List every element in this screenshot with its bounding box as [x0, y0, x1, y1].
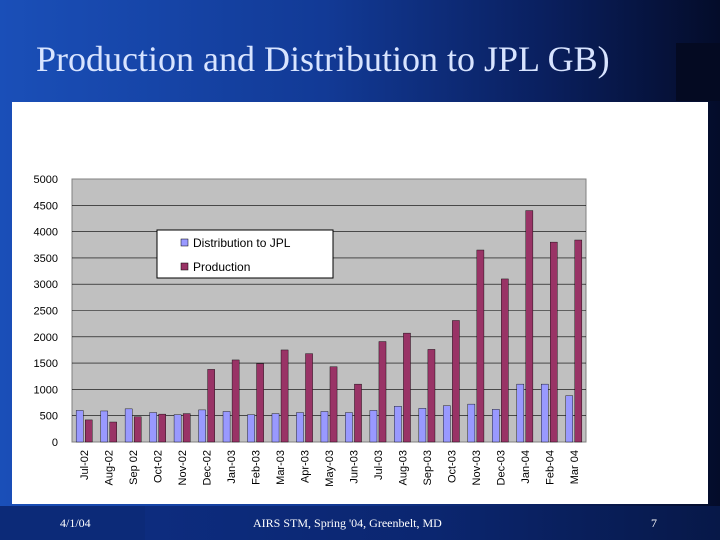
x-tick-label: Jun-03	[348, 450, 360, 484]
y-tick-label: 3000	[34, 279, 58, 291]
title-bar-accent	[676, 43, 720, 101]
bar-distribution	[247, 414, 255, 443]
bar-distribution	[271, 413, 280, 443]
x-tick-label: Sep 02	[128, 450, 140, 485]
bar-distribution	[541, 383, 549, 443]
bar-production	[207, 369, 215, 443]
bar-chart: 0 500 1000 1500 2000 2500 3000 3500 4000 4500 5000…	[34, 174, 587, 487]
y-tick-label: 2000	[34, 332, 58, 344]
bar-production	[574, 239, 583, 443]
bar-distribution	[565, 395, 573, 443]
bar-distribution	[222, 411, 231, 443]
bar-distribution	[75, 410, 84, 443]
bar-distribution	[345, 412, 353, 443]
y-tick-label: 1000	[34, 384, 58, 396]
x-tick-label: Feb-03	[251, 450, 263, 485]
footer-left-block	[0, 506, 145, 540]
bar-distribution	[394, 406, 402, 443]
x-tick-label: Aug-02	[104, 450, 116, 485]
bar-production	[427, 349, 436, 443]
legend-box	[156, 229, 334, 279]
bar-production	[231, 359, 240, 443]
bar-production	[550, 241, 558, 443]
bar-distribution	[100, 410, 108, 443]
bar-production	[280, 349, 289, 443]
chart-legend: Distribution to JPL Production	[156, 229, 334, 279]
bar-production	[109, 421, 117, 443]
legend-label-distribution: Distribution to JPL	[193, 236, 291, 250]
y-tick-label: 0	[52, 437, 58, 449]
footer-bar: 4/1/04 AIRS STM, Spring '04, Greenbelt, …	[0, 506, 720, 540]
x-tick-label: Feb-04	[544, 450, 556, 485]
x-tick-label: Apr-03	[300, 450, 312, 483]
y-tick-label: 2500	[34, 306, 58, 318]
x-tick-label: Dec-03	[495, 450, 507, 485]
x-tick-label: Mar-03	[275, 450, 287, 485]
bar-production	[452, 320, 460, 443]
x-tick-label: Jan-04	[520, 450, 532, 484]
legend-label-production: Production	[193, 260, 250, 274]
bar-distribution	[173, 414, 182, 443]
bar-distribution	[467, 403, 476, 443]
bar-distribution	[516, 383, 525, 443]
bar-production	[305, 353, 313, 443]
y-tick-label: 1500	[34, 358, 58, 370]
bar-distribution	[124, 408, 133, 443]
bar-production	[158, 413, 166, 443]
bar-distribution	[369, 410, 378, 443]
legend-swatch-distribution	[180, 238, 189, 247]
chart-panel: 0 500 1000 1500 2000 2500 3000 3500 4000 4500 5000…	[12, 102, 708, 504]
x-tick-label: May-03	[324, 450, 336, 487]
footer-date: 4/1/04	[60, 516, 91, 530]
bar-production	[256, 363, 264, 443]
bar-production	[403, 332, 411, 443]
bar-production	[378, 341, 387, 443]
bar-production	[354, 383, 362, 443]
x-tick-label: Jan-03	[226, 450, 238, 484]
x-tick-label: Dec-02	[202, 450, 214, 485]
x-tick-label: Sep-03	[422, 450, 434, 485]
bar-distribution	[296, 412, 304, 443]
x-tick-label: Jul-03	[373, 450, 385, 480]
legend-swatch-production	[180, 262, 189, 271]
bar-distribution	[492, 409, 500, 443]
y-tick-label: 500	[40, 411, 58, 423]
bar-production	[501, 278, 509, 443]
page-number: 7	[651, 516, 657, 530]
bar-distribution	[418, 408, 427, 443]
y-tick-label: 5000	[34, 174, 58, 186]
bar-production	[182, 413, 191, 443]
x-tick-label: Oct-02	[153, 450, 165, 483]
footer-center-text: AIRS STM, Spring '04, Greenbelt, MD	[253, 516, 442, 530]
x-tick-label: Jul-02	[79, 450, 91, 480]
bar-production	[525, 210, 534, 443]
bar-production	[133, 416, 142, 443]
x-tick-label: Aug-03	[397, 450, 409, 485]
x-tick-label: Nov-03	[471, 450, 483, 485]
x-tick-label: Mar 04	[569, 450, 581, 484]
bar-distribution	[443, 405, 451, 443]
slide-title: Production and Distribution to JPL GB)	[36, 39, 610, 79]
bar-distribution	[198, 409, 206, 443]
y-tick-label: 4500	[34, 200, 58, 212]
x-tick-label: Nov-02	[177, 450, 189, 485]
bar-distribution	[320, 411, 329, 443]
y-tick-label: 4000	[34, 227, 58, 239]
bar-production	[329, 366, 338, 443]
bar-production	[85, 419, 93, 443]
y-tick-label: 3500	[34, 253, 58, 265]
bar-distribution	[149, 412, 157, 443]
bar-production	[476, 249, 485, 443]
x-tick-label: Oct-03	[446, 450, 458, 483]
